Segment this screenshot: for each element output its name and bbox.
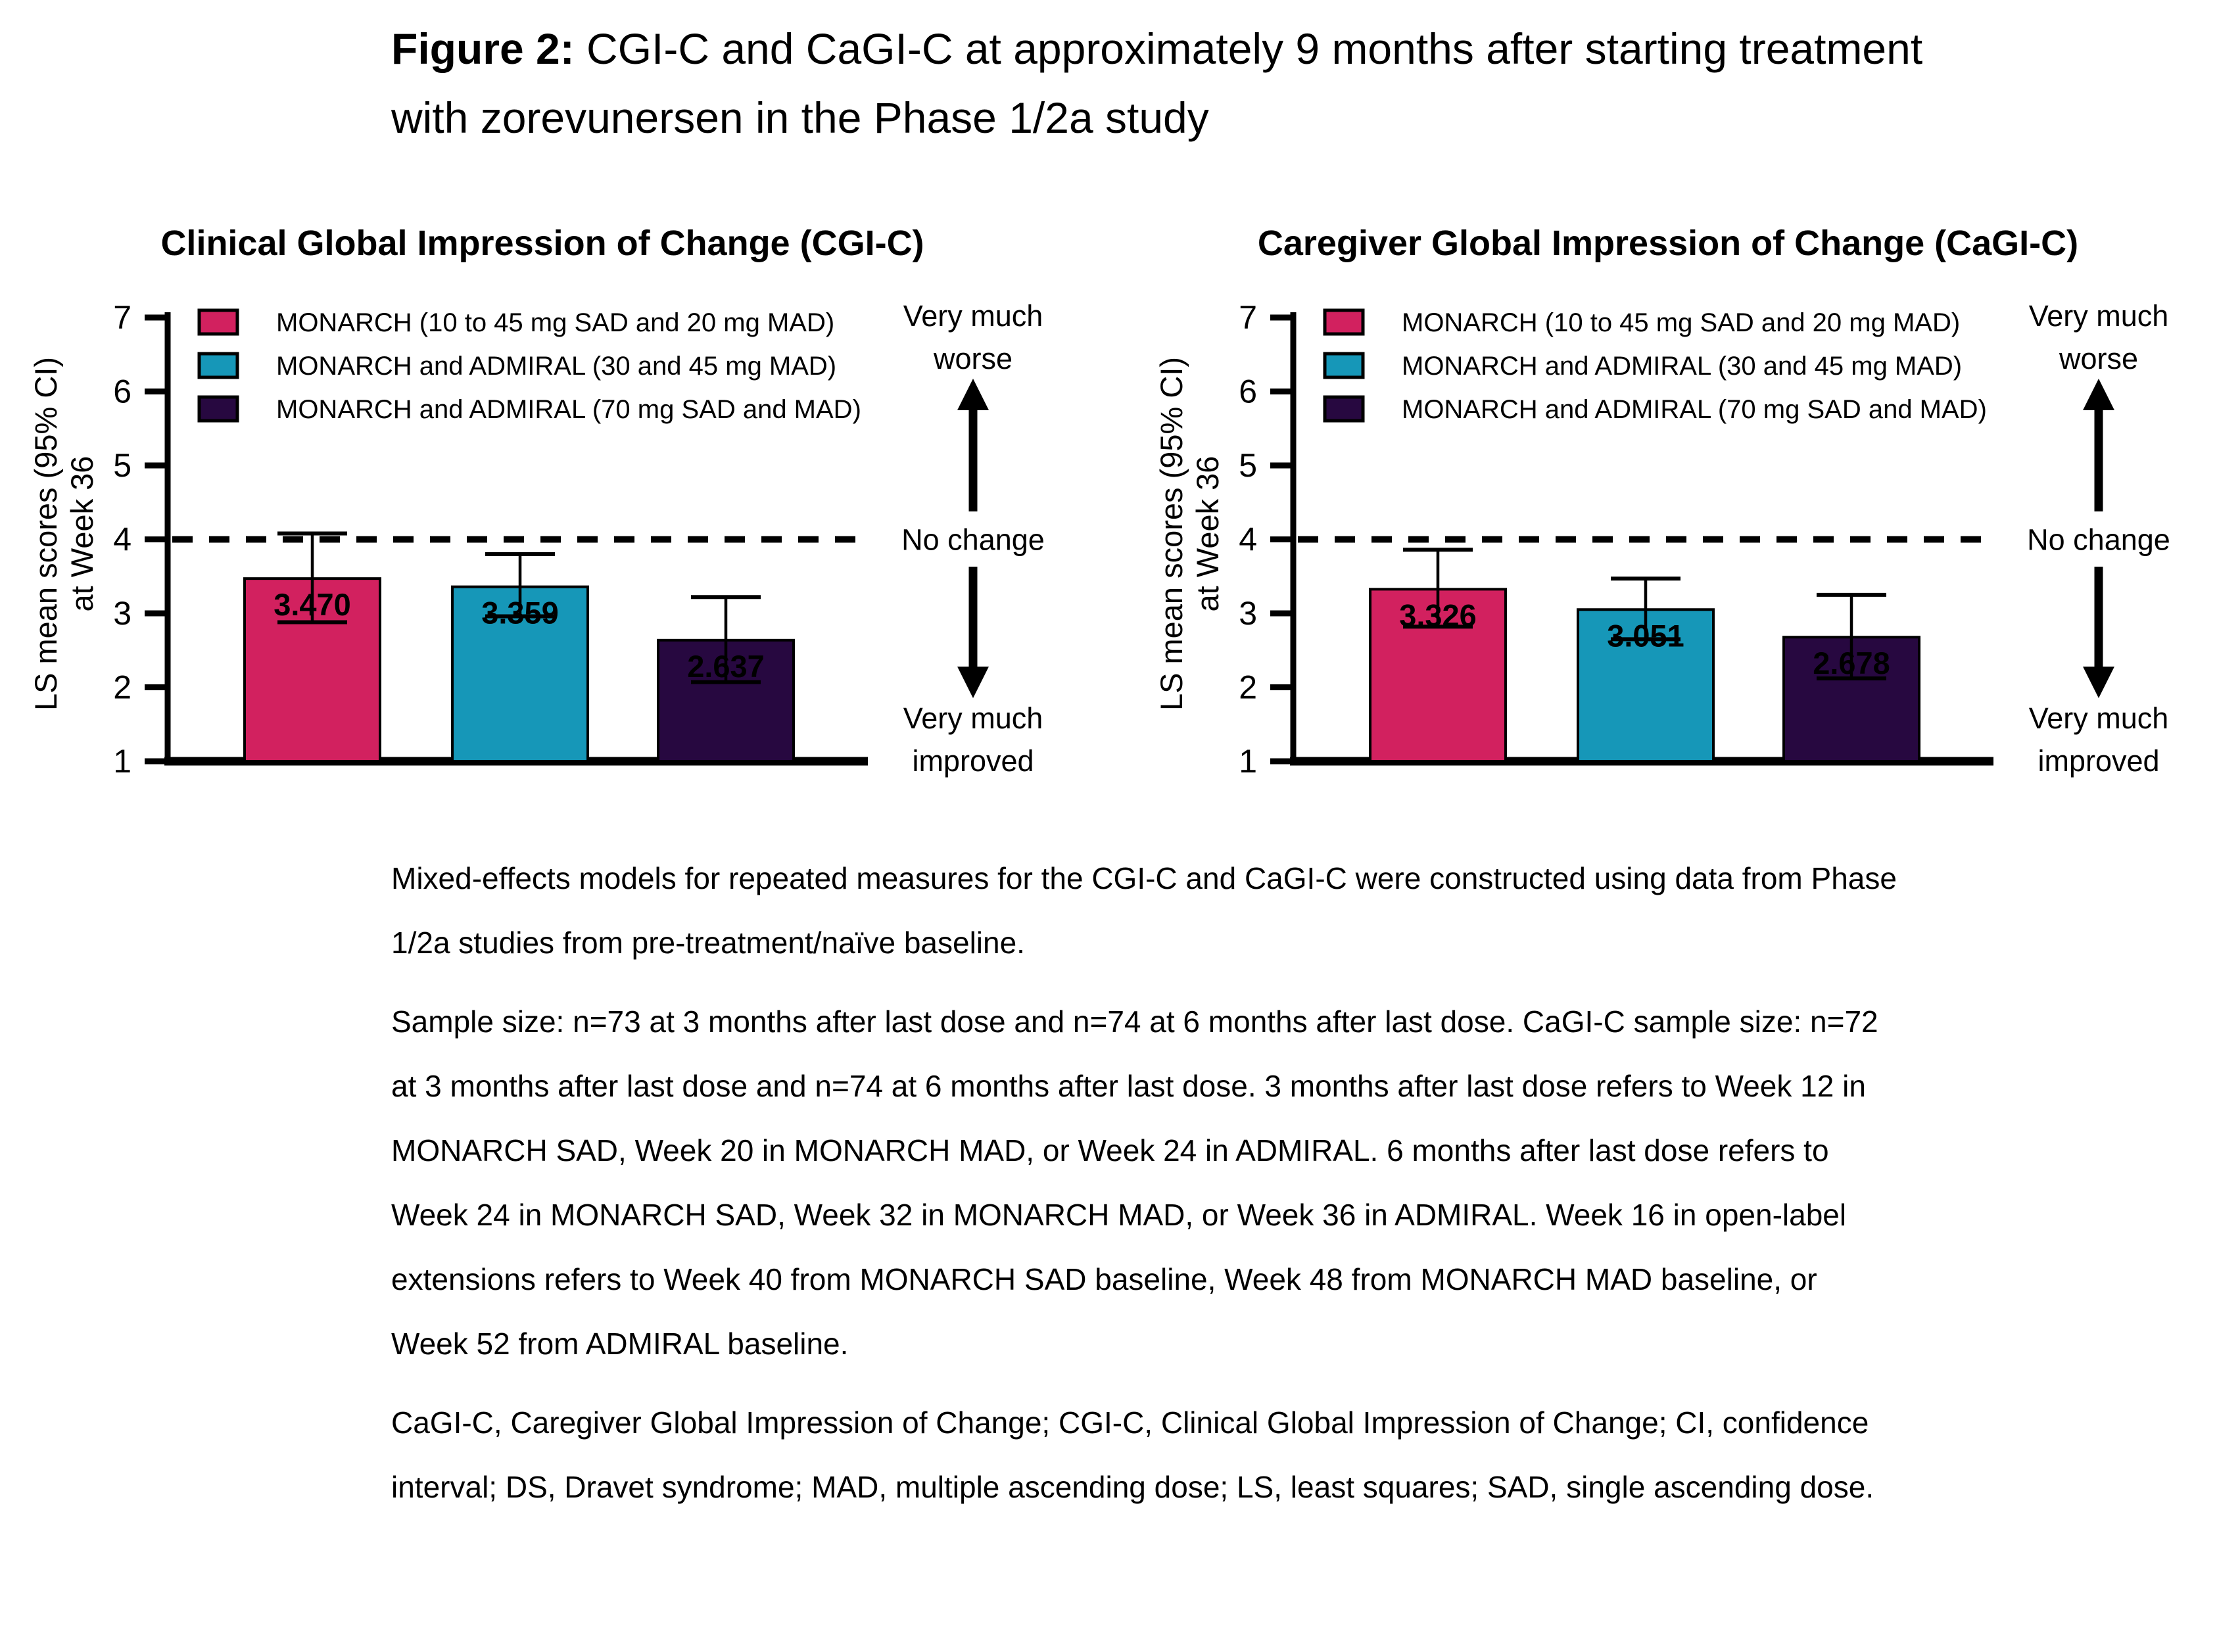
cagi-c-chart: 1 2 3 4 5 6 7 3.326 3.051 2.678 MONARCH (10 to 45 …: [1239, 299, 2170, 780]
very-much-improved-label: Very much: [2029, 701, 2169, 735]
legend-swatch: [1323, 352, 1365, 379]
up-arrow-icon: [957, 379, 989, 410]
y-tick-label: 7: [1239, 299, 1257, 336]
legend-label: MONARCH (10 to 45 mg SAD and 20 mg MAD): [276, 308, 834, 337]
y-tick-label: 6: [113, 373, 131, 410]
bar-value-label: 2.678: [1813, 646, 1890, 680]
legend-swatch: [197, 308, 239, 336]
figure-label: Figure 2:: [391, 24, 575, 73]
very-much-worse-label: worse: [933, 342, 1013, 375]
y-tick-label: 2: [113, 669, 131, 706]
legend-label: MONARCH and ADMIRAL (30 and 45 mg MAD): [276, 352, 836, 381]
legend-label: MONARCH and ADMIRAL (30 and 45 mg MAD): [1402, 352, 1962, 381]
legend-label: MONARCH (10 to 45 mg SAD and 20 mg MAD): [1402, 308, 1960, 337]
y-tick-label: 4: [1239, 521, 1257, 558]
down-arrow-icon: [957, 667, 989, 698]
legend-swatch: [1323, 308, 1365, 336]
figure-title-text: CGI-C and CaGI-C at approximately 9 mont…: [391, 24, 1923, 142]
cagi-c-chart-title: Caregiver Global Impression of Change (C…: [1257, 224, 2079, 263]
y-tick-label: 4: [113, 521, 131, 558]
y-tick-label: 1: [1239, 743, 1257, 780]
y-tick-label: 7: [113, 299, 131, 336]
very-much-improved-label: improved: [2038, 744, 2159, 778]
legend-swatch: [197, 395, 239, 423]
very-much-worse-label: Very much: [2029, 299, 2169, 333]
legend-label: MONARCH and ADMIRAL (70 mg SAD and MAD): [276, 395, 861, 424]
y-tick-label: 5: [113, 447, 131, 484]
no-change-label: No change: [901, 523, 1045, 557]
up-arrow-icon: [2083, 379, 2114, 410]
legend-swatch: [1323, 395, 1365, 423]
bar-value-label: 3.326: [1399, 598, 1477, 632]
y-tick-label: 3: [1239, 595, 1257, 632]
legend-label: MONARCH and ADMIRAL (70 mg SAD and MAD): [1402, 395, 1987, 424]
bar-value-label: 3.359: [481, 596, 559, 630]
bar-value-label: 2.637: [687, 649, 765, 684]
footnotes: Mixed-effects models for repeated measur…: [391, 846, 1900, 1534]
y-tick-label: 2: [1239, 669, 1257, 706]
cgi-c-chart-title: Clinical Global Impression of Change (CG…: [160, 224, 924, 263]
footnote-abbreviations: CaGI-C, Caregiver Global Impression of C…: [391, 1405, 1874, 1504]
y-tick-label: 1: [113, 743, 131, 780]
very-much-worse-label: Very much: [903, 299, 1043, 333]
down-arrow-icon: [2083, 667, 2114, 698]
y-tick-label: 3: [113, 595, 131, 632]
legend-swatch: [197, 352, 239, 379]
footnote-sample-size: Sample size: n=73 at 3 months after last…: [391, 1004, 1878, 1361]
very-much-worse-label: worse: [2059, 342, 2138, 375]
very-much-improved-label: improved: [912, 744, 1034, 778]
cgi-c-chart: 1 2 3 4 5 6 7 3.470 3.359 2.637 MONARCH (10 to 45 …: [113, 299, 1045, 780]
no-change-label: No change: [2027, 523, 2170, 557]
bar-value-label: 3.051: [1607, 618, 1684, 653]
y-tick-label: 5: [1239, 447, 1257, 484]
very-much-improved-label: Very much: [903, 701, 1043, 735]
figure-title: Figure 2: CGI-C and CaGI-C at approximat…: [391, 14, 1989, 153]
y-tick-label: 6: [1239, 373, 1257, 410]
bar-value-label: 3.470: [274, 587, 351, 622]
footnote-methods: Mixed-effects models for repeated measur…: [391, 861, 1897, 960]
